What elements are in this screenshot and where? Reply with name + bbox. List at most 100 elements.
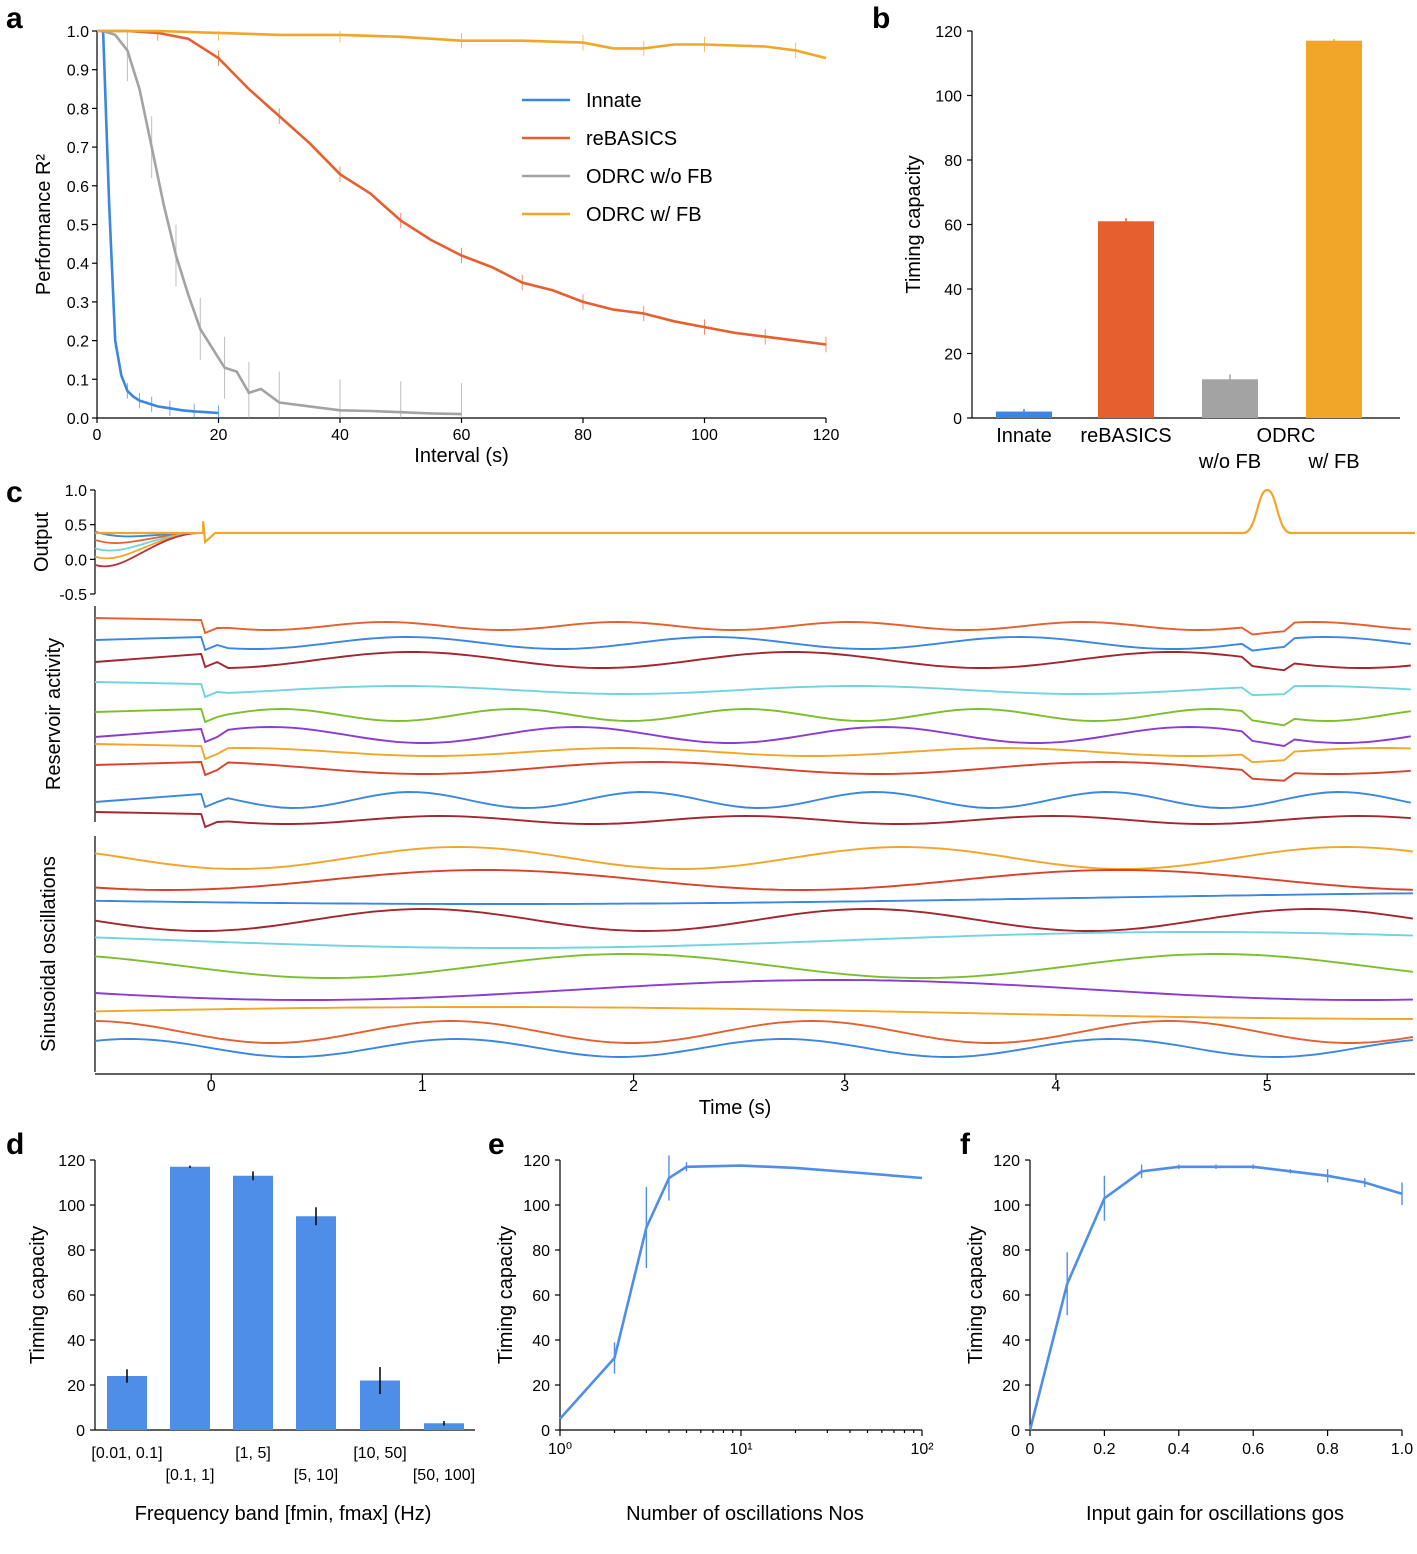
oscillation-trace bbox=[94, 1038, 1413, 1058]
x-tick-label: [0.01, 0.1] bbox=[91, 1445, 162, 1462]
y-tick-label: 120 bbox=[993, 1153, 1020, 1170]
oscillation-trace bbox=[94, 908, 1414, 932]
y-tick-label: 0.4 bbox=[67, 256, 89, 273]
reservoir-trace bbox=[94, 743, 1411, 764]
oscillation-trace bbox=[94, 953, 1414, 979]
y-axis-title: Timing capacity bbox=[903, 155, 925, 293]
reservoir-trace bbox=[94, 636, 1411, 652]
y-tick-label: 60 bbox=[944, 218, 962, 235]
y-tick-label: 100 bbox=[935, 89, 962, 106]
y-tick-label: 80 bbox=[1002, 1243, 1020, 1260]
oscillation-trace bbox=[94, 1006, 1413, 1020]
capacity-line bbox=[1028, 1165, 1403, 1431]
oscillation-trace bbox=[94, 931, 1413, 949]
series-rebasics bbox=[97, 29, 827, 346]
x-tick-label: 0.8 bbox=[1316, 1441, 1338, 1458]
y-tick-label: 40 bbox=[67, 1333, 85, 1350]
y-tick-label: 100 bbox=[993, 1198, 1020, 1215]
reservoir-trace bbox=[94, 791, 1411, 809]
reservoir-y-title: Reservoir activity bbox=[43, 638, 65, 790]
y-tick-label: 0 bbox=[953, 411, 962, 428]
panel-b: b 0 20 40 60 80 100 120 Timing capacity Innate re… bbox=[872, 2, 1400, 473]
y-tick-label: 100 bbox=[58, 1198, 85, 1215]
output-trace bbox=[95, 488, 1415, 545]
y-tick-label: 60 bbox=[67, 1288, 85, 1305]
oscillation-trace bbox=[94, 846, 1414, 870]
output-y-title: Output bbox=[31, 512, 53, 572]
y-axis-title: Timing capacity bbox=[27, 1226, 49, 1364]
x-tick-label: [50, 100] bbox=[413, 1467, 475, 1484]
x-tick-label: 3 bbox=[840, 1078, 849, 1095]
oscillation-trace bbox=[94, 1020, 1414, 1044]
reservoir-trace bbox=[94, 708, 1411, 727]
y-tick-label: 20 bbox=[1002, 1378, 1020, 1395]
y-axis-title: Timing capacity bbox=[965, 1226, 987, 1364]
y-tick-label: 0.7 bbox=[67, 140, 89, 157]
capacity-line bbox=[559, 1164, 923, 1420]
x-tick-label: 1 bbox=[418, 1078, 427, 1095]
panel-d: d 0 20 40 60 80 100 120 Timing capacity [0.01, 0… bbox=[6, 1128, 475, 1525]
legend-label: ODRC w/o FB bbox=[586, 166, 713, 188]
bar-innate bbox=[996, 411, 1052, 418]
y-tick-label: 0.1 bbox=[67, 372, 89, 389]
panel-f: f 0 20 40 60 80 100 120 0 0.2 0.4 0.6 0.8 1.0 Timing … bbox=[960, 1128, 1413, 1525]
panel-a-label: a bbox=[6, 2, 23, 35]
y-tick-label: 60 bbox=[1002, 1288, 1020, 1305]
y-tick-label: 80 bbox=[944, 153, 962, 170]
y-tick-label: 0 bbox=[1011, 1423, 1020, 1440]
output-transient-trace bbox=[94, 532, 202, 568]
y-tick-label: 80 bbox=[67, 1243, 85, 1260]
y-tick-label: 40 bbox=[532, 1333, 550, 1350]
panel-a-plot: 0.0 0.1 0.2 0.3 0.4 0.5 0.6 0.7 0.8 0.9 1.0 0 20 40 60… bbox=[33, 24, 839, 467]
x-tick-label: 10² bbox=[910, 1441, 934, 1458]
oscillation-trace bbox=[94, 979, 1413, 1001]
x-tick-label: 0 bbox=[93, 427, 102, 444]
y-tick-label: 20 bbox=[67, 1378, 85, 1395]
x-tick-label: Innate bbox=[996, 425, 1052, 447]
x-tick-label: w/ FB bbox=[1307, 451, 1359, 473]
panel-d-plot: 0 20 40 60 80 100 120 Timing capacity [0.01, 0.1… bbox=[27, 1153, 475, 1525]
x-tick-label: 10⁰ bbox=[548, 1441, 572, 1458]
y-tick-label: 0.0 bbox=[67, 411, 89, 428]
bar-rebasics bbox=[1098, 221, 1154, 418]
panel-f-label: f bbox=[960, 1128, 971, 1161]
y-tick-label: 0.8 bbox=[67, 101, 89, 118]
panel-e-label: e bbox=[488, 1128, 505, 1161]
x-tick-label: 10¹ bbox=[729, 1441, 752, 1458]
bar bbox=[424, 1423, 464, 1430]
y-tick-label: 100 bbox=[523, 1198, 550, 1215]
panel-b-label: b bbox=[872, 2, 890, 35]
x-tick-label: 120 bbox=[813, 427, 840, 444]
y-tick-label: -0.5 bbox=[59, 587, 87, 604]
panel-c: c 1.0 0.5 0.0 -0.5 Output Reservoir activity S… bbox=[6, 476, 1415, 1119]
y-tick-label: 0.0 bbox=[65, 552, 87, 569]
y-tick-label: 0.2 bbox=[67, 334, 89, 351]
oscillation-trace bbox=[94, 869, 1413, 891]
x-tick-label: 0 bbox=[207, 1078, 216, 1095]
reservoir-trace bbox=[94, 617, 1411, 636]
panel-f-plot: 0 20 40 60 80 100 120 0 0.2 0.4 0.6 0.8 1.0 Timing ca… bbox=[965, 1153, 1413, 1525]
bar bbox=[107, 1376, 147, 1430]
x-group-label: ODRC bbox=[1257, 425, 1316, 447]
panel-e-plot: 0 20 40 60 80 100 120 10⁰ 10¹ 10² Timing capacity N… bbox=[495, 1153, 934, 1525]
x-tick-label: 4 bbox=[1052, 1078, 1061, 1095]
x-tick-label: 5 bbox=[1263, 1078, 1272, 1095]
y-tick-label: 0.3 bbox=[67, 295, 89, 312]
y-tick-label: 0 bbox=[541, 1423, 550, 1440]
panel-c-plot: 1.0 0.5 0.0 -0.5 Output Reservoir activity Sin… bbox=[31, 483, 1415, 1119]
x-tick-label: w/o FB bbox=[1198, 451, 1261, 473]
x-tick-label: [1, 5] bbox=[235, 1445, 271, 1462]
y-tick-label: 0.5 bbox=[67, 218, 89, 235]
bar bbox=[296, 1216, 336, 1430]
bar bbox=[170, 1166, 210, 1430]
bar-odrc-w-o-fb bbox=[1202, 379, 1258, 418]
x-tick-label: [10, 50] bbox=[353, 1445, 406, 1462]
y-tick-label: 20 bbox=[944, 347, 962, 364]
x-tick-label: 80 bbox=[574, 427, 592, 444]
y-tick-label: 60 bbox=[532, 1288, 550, 1305]
series-innate bbox=[101, 30, 219, 415]
series-odrc-w-fb bbox=[97, 29, 827, 60]
x-tick-label: 2 bbox=[629, 1078, 638, 1095]
x-tick-label: 0 bbox=[1026, 1441, 1035, 1458]
